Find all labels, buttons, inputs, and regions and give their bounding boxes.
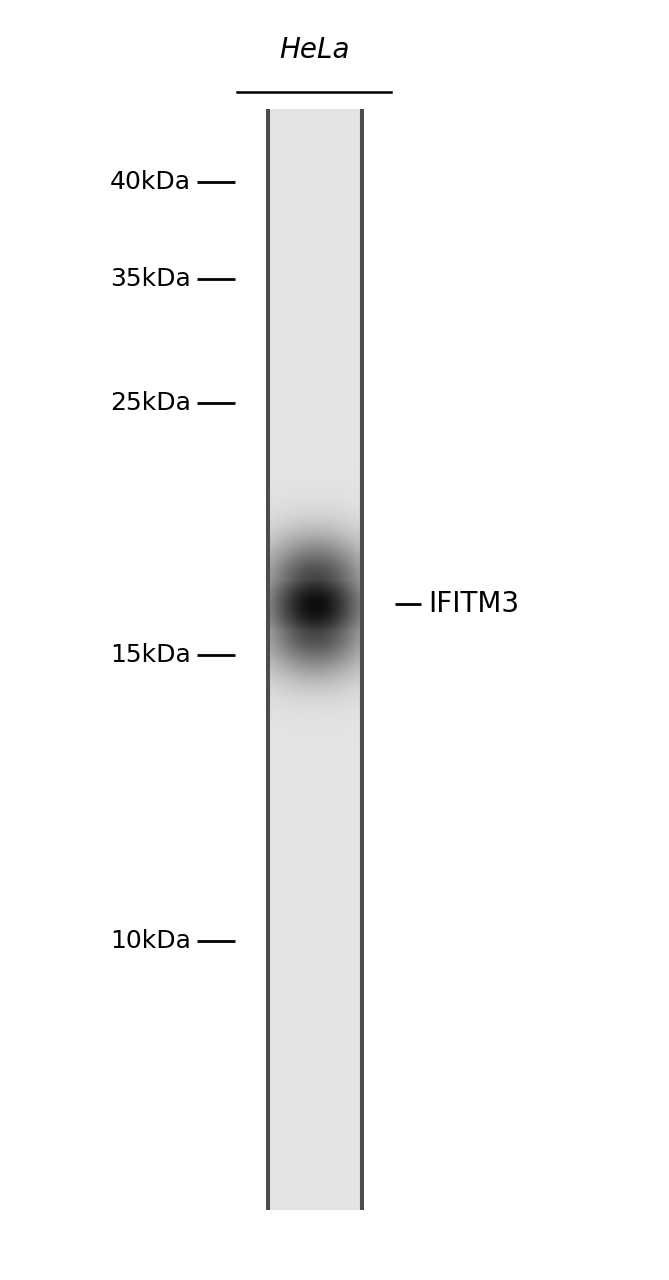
Text: 15kDa: 15kDa [110,644,191,667]
Text: 10kDa: 10kDa [110,929,191,952]
Text: IFITM3: IFITM3 [428,590,519,618]
Text: 25kDa: 25kDa [110,392,191,415]
Text: 40kDa: 40kDa [110,170,191,193]
Text: HeLa: HeLa [279,36,350,64]
Text: 35kDa: 35kDa [110,268,191,291]
